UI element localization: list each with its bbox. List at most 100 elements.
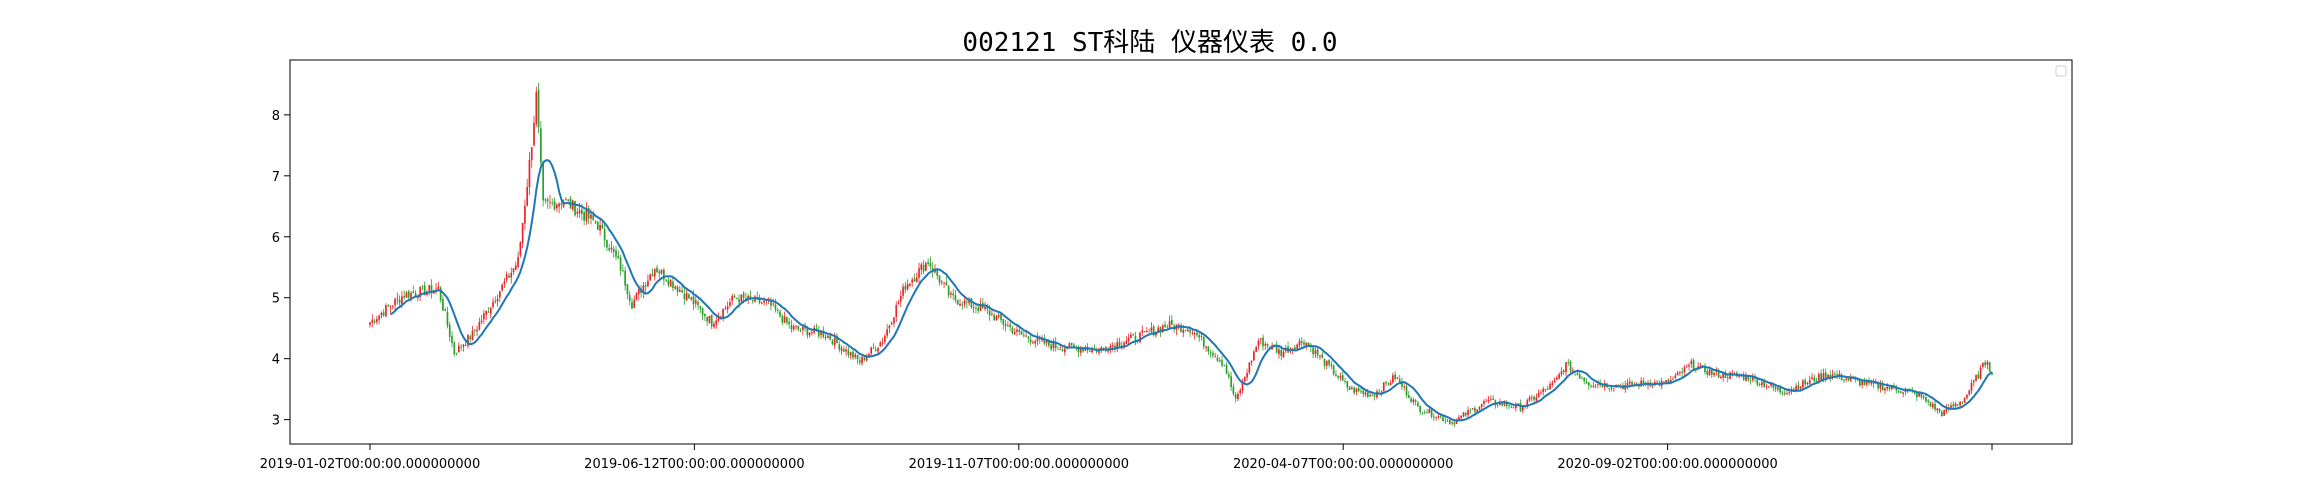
candle-body	[961, 304, 964, 306]
candle-body	[799, 330, 802, 331]
candle-body	[1417, 402, 1419, 407]
candle-body	[1467, 410, 1469, 416]
candle-body	[886, 329, 888, 336]
candle-body	[430, 285, 433, 294]
candle-body	[1804, 380, 1807, 385]
candle-body	[1073, 344, 1075, 347]
candle-body	[849, 352, 852, 356]
candle-body	[1747, 375, 1750, 380]
candle-body	[1767, 386, 1770, 388]
candle-body	[1831, 374, 1834, 377]
candle-body	[387, 305, 390, 307]
candle-body	[1929, 402, 1932, 407]
x-tick-label: 2020-09-02T00:00:00.000000000	[1557, 457, 1777, 472]
candle-body	[1102, 348, 1105, 349]
candle-body	[1430, 408, 1433, 417]
candle-body	[1849, 377, 1852, 381]
candle-body	[380, 312, 383, 316]
candle-body	[1487, 399, 1490, 402]
candle-body	[1612, 388, 1615, 390]
chart-title: 002121 ST科陆 仪器仪表 0.0	[962, 28, 1338, 58]
candle-body	[1266, 344, 1269, 346]
candle-body	[1685, 366, 1688, 368]
candle-body	[524, 205, 526, 224]
candle-body	[920, 264, 923, 270]
candle-body	[1444, 420, 1447, 422]
candle-body	[590, 214, 592, 219]
candle-body	[717, 316, 720, 321]
candle-body	[1471, 408, 1474, 410]
candle-body	[874, 349, 877, 351]
candle-body	[1553, 380, 1556, 383]
candles-layer	[369, 82, 1993, 427]
candle-body	[1941, 411, 1943, 417]
candle-body	[847, 350, 850, 355]
candle-body	[473, 330, 476, 332]
candle-body	[1897, 390, 1900, 393]
candle-body	[1865, 380, 1868, 385]
candle-body	[1991, 372, 1993, 375]
candle-body	[993, 315, 996, 321]
candle-body	[1665, 380, 1668, 383]
candle-body	[1797, 384, 1800, 390]
candle-body	[574, 201, 576, 216]
candle-body	[608, 248, 611, 251]
candle-body	[1745, 374, 1747, 381]
candle-body	[881, 342, 884, 344]
candle-body	[865, 356, 868, 361]
candle-body	[1777, 388, 1779, 390]
candle-body	[537, 89, 540, 128]
candle-body	[984, 306, 986, 310]
candle-body	[1298, 340, 1301, 346]
candle-body	[747, 295, 750, 301]
candle-body	[1439, 415, 1442, 417]
candle-body	[1569, 361, 1572, 372]
candle-body	[1578, 374, 1581, 379]
candle-body	[1811, 377, 1813, 380]
candle-body	[1257, 340, 1260, 346]
candle-body	[1925, 397, 1927, 402]
candle-body	[1125, 341, 1128, 344]
candle-body	[626, 284, 629, 295]
candle-body	[1120, 345, 1123, 347]
candle-body	[1118, 341, 1121, 347]
candle-body	[779, 311, 781, 317]
candle-body	[460, 346, 462, 348]
candle-body	[1610, 387, 1613, 389]
candle-body	[405, 292, 408, 298]
candle-body	[1986, 361, 1989, 365]
candle-body	[622, 270, 624, 272]
candle-body	[476, 329, 478, 332]
candle-body	[1171, 319, 1173, 325]
candle-body	[457, 345, 460, 353]
candle-body	[1676, 372, 1679, 376]
candle-body	[1503, 402, 1506, 406]
candle-body	[1253, 351, 1255, 361]
candle-body	[1870, 381, 1873, 384]
candle-body	[1100, 347, 1103, 350]
candle-body	[412, 291, 415, 294]
candle-body	[1353, 387, 1355, 393]
candle-body	[870, 347, 873, 354]
candle-body	[854, 354, 857, 358]
candle-body	[1446, 420, 1449, 422]
candle-body	[656, 267, 658, 273]
candle-body	[1337, 376, 1340, 378]
candle-body	[1369, 395, 1371, 397]
candle-body	[631, 301, 633, 309]
candle-body	[642, 285, 645, 293]
candle-body	[471, 330, 474, 341]
candle-body	[581, 209, 583, 214]
candle-body	[508, 275, 510, 278]
candle-body	[1496, 404, 1499, 406]
candle-body	[1963, 398, 1966, 403]
candle-body	[899, 295, 902, 302]
candle-body	[455, 352, 458, 354]
candle-body	[1314, 350, 1317, 355]
candle-body	[416, 297, 419, 298]
candle-body	[733, 296, 736, 298]
candle-body	[546, 199, 549, 202]
candle-body	[663, 269, 665, 280]
candle-body	[1931, 403, 1934, 408]
candle-body	[414, 293, 417, 297]
